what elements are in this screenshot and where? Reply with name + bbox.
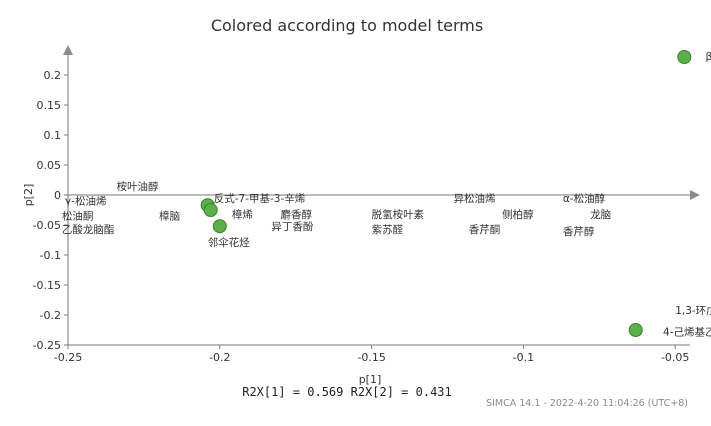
y-tick-label: 0.2 [44, 69, 62, 82]
x-tick-label: -0.2 [209, 351, 230, 364]
y-tick-label: 0.05 [37, 159, 62, 172]
data-point [203, 203, 218, 217]
point-label: 4-己烯基乙酸酯 [663, 325, 711, 338]
y-tick-label: 0.15 [37, 99, 62, 112]
x-tick-label: -0.05 [661, 351, 689, 364]
point-label: 桉叶油醇 [117, 180, 159, 193]
software-footer: SIMCA 14.1 - 2022-4-20 11:04:26 (UTC+8) [486, 398, 688, 409]
y-tick-label: -0.15 [33, 279, 61, 292]
point-label: 龙脑 [590, 208, 611, 221]
point-label: 异松油烯 [454, 192, 496, 205]
point-label: 1,3-环戊二烯, 1,3-双(1-甲基乙基)- [675, 304, 711, 317]
point-label: 反式-7-甲基-3-辛烯 [214, 192, 306, 205]
point-label: 异丁香酚 [271, 221, 313, 233]
y-tick-label: -0.2 [40, 309, 61, 322]
y-tick-label: -0.05 [33, 219, 61, 232]
chart-title: Colored according to model terms [211, 16, 483, 35]
data-point [628, 323, 643, 337]
point-label: 侧柏醇 [502, 208, 534, 221]
point-label: 紫苏醛 [372, 223, 404, 236]
tick-labels: -0.25-0.2-0.15-0.1-0.0500.050.10.20.150.… [33, 69, 690, 364]
point-label: 乙酸龙脑酯 [62, 223, 115, 236]
point-label: β-蒎烯 [706, 50, 711, 63]
data-point [677, 50, 692, 64]
y-axis-arrow [63, 45, 73, 55]
y-tick-label: 0.1 [44, 129, 62, 142]
y-tick-label: -0.25 [33, 339, 61, 352]
x-tick-label: -0.15 [357, 351, 385, 364]
y-tick-label: -0.1 [40, 249, 61, 262]
data-points [200, 50, 692, 337]
y-tick-label: 0 [54, 189, 61, 202]
point-label: 脱氢桉叶素 [372, 208, 425, 221]
axes [63, 45, 700, 346]
r2x-stats: R2X[1] = 0.569 R2X[2] = 0.431 [242, 385, 452, 399]
point-label: 樟烯 [232, 208, 253, 221]
point-labels: β-蒎烯檀香醇β-水芹烯3-蒈烯桧烯反式菊烯醇d-柠檬烯顺式-β-金合欢烯乙酸叶… [62, 50, 711, 338]
y-axis-label: p[2] [22, 184, 35, 207]
x-tick-label: -0.25 [54, 351, 82, 364]
x-axis-label: p[1] [359, 373, 382, 386]
point-label: 邻伞花烃 [208, 236, 250, 249]
data-point [212, 219, 227, 234]
x-axis-arrow [690, 190, 700, 200]
point-label: 松油酮 [62, 210, 94, 223]
point-label: 香芹醇 [563, 225, 595, 238]
point-label: 樟脑 [159, 210, 180, 223]
point-label: γ-松油烯 [65, 195, 107, 208]
point-label: 香芹酮 [469, 224, 501, 236]
x-tick-label: -0.1 [513, 351, 534, 364]
point-label: 麝香醇 [281, 208, 313, 221]
point-label: α-松油醇 [563, 192, 606, 205]
